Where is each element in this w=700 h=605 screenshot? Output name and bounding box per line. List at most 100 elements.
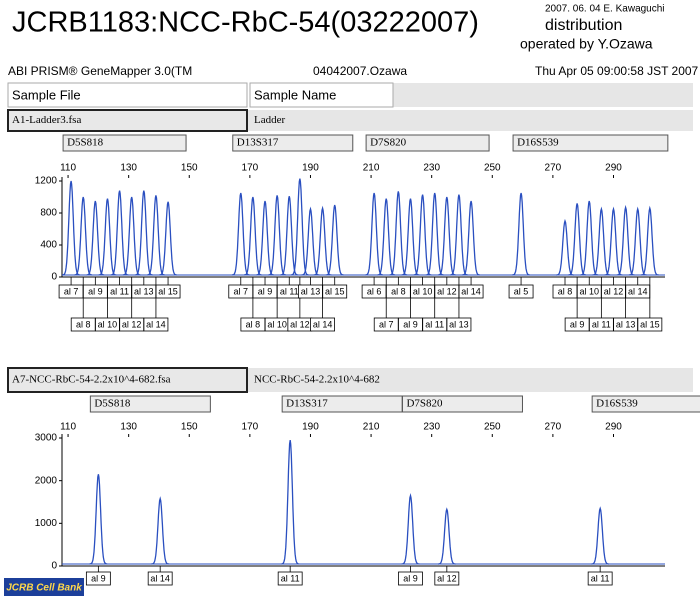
marker-name: D5S818 [94, 398, 131, 410]
peak [365, 192, 384, 276]
y-tick-label: 400 [40, 240, 57, 251]
peak [62, 180, 81, 276]
allele-box [277, 571, 303, 586]
logo: JCRB Cell Bank [6, 583, 82, 594]
allele-label: al 11 [592, 319, 611, 329]
marker-box [591, 395, 700, 413]
y-tick-label: 1000 [35, 518, 58, 529]
y-tick-label: 0 [51, 272, 57, 283]
header-bar [393, 83, 693, 107]
operator: operated by Y.Ozawa [520, 36, 653, 52]
allele-label: al 9 [258, 286, 273, 296]
subtitle: distribution [545, 17, 622, 34]
marker-name: D16S539 [517, 137, 559, 149]
row-bar [247, 368, 693, 392]
allele-label: al 14 [150, 573, 170, 583]
allele-label: al 10 [413, 286, 433, 296]
peak [437, 196, 456, 276]
timestamp: Thu Apr 05 09:00:58 JST 2007 [535, 64, 699, 78]
x-tick-label: 150 [181, 422, 198, 433]
sample-file: A1-Ladder3.fsa [12, 114, 81, 126]
peak [438, 507, 456, 565]
marker-name: D5S818 [67, 137, 104, 149]
allele-label: al 8 [391, 286, 406, 296]
allele-label: al 10 [98, 319, 118, 329]
sample-name: Ladder [254, 114, 285, 126]
x-tick-label: 250 [484, 163, 501, 174]
peak [122, 196, 141, 276]
peak [425, 192, 444, 276]
allele-box [322, 284, 348, 299]
peak [401, 198, 420, 276]
row-bar [247, 110, 693, 131]
marker-name: D13S317 [237, 137, 279, 149]
peak [74, 196, 93, 276]
allele-label: al 7 [379, 319, 394, 329]
peak [146, 195, 165, 276]
marker-name: D13S317 [286, 398, 328, 410]
allele-box [155, 284, 181, 299]
x-tick-label: 190 [302, 422, 319, 433]
marker-name: D7S820 [406, 398, 443, 410]
sample-name: NCC-RbC-54-2.2x10^4-682 [254, 374, 380, 386]
marker-box [512, 134, 669, 152]
title: JCRB1183:NCC-RbC-54(03222007) [12, 7, 479, 39]
software: ABI PRISM® GeneMapper 3.0(TM [8, 64, 192, 78]
allele-label: al 9 [91, 573, 106, 583]
allele-label: al 14 [146, 319, 166, 329]
x-tick-label: 110 [60, 163, 76, 174]
x-tick-label: 170 [242, 163, 259, 174]
marker-box [62, 134, 187, 152]
allele-label: al 9 [403, 319, 418, 329]
peak [616, 204, 635, 276]
allele-label: al 10 [267, 319, 287, 329]
peak [604, 206, 623, 276]
allele-box [85, 571, 111, 586]
peak [568, 203, 587, 276]
allele-label: al 15 [158, 286, 178, 296]
allele-label: al 11 [280, 286, 299, 296]
peak [151, 496, 170, 565]
date-author: 2007. 06. 04 E. Kawaguchi [545, 4, 665, 15]
allele-label: al 13 [134, 286, 154, 296]
run: 04042007.Ozawa [313, 64, 407, 78]
x-tick-label: 270 [545, 163, 562, 174]
y-tick-label: 3000 [35, 433, 58, 444]
peak [512, 192, 531, 276]
allele-box [587, 571, 613, 586]
allele-label: al 14 [628, 286, 648, 296]
peak [556, 218, 574, 276]
marker-box [365, 134, 490, 152]
allele-box [637, 317, 663, 332]
peak [243, 196, 262, 276]
allele-label: al 13 [616, 319, 636, 329]
y-tick-label: 1200 [35, 176, 58, 187]
peak [281, 439, 300, 565]
peak [159, 201, 178, 276]
peak [640, 205, 659, 276]
x-tick-label: 230 [423, 163, 440, 174]
peak [290, 178, 309, 276]
peak [628, 206, 647, 276]
peak [462, 200, 481, 276]
column-header: Sample File [12, 87, 81, 102]
peak [98, 198, 117, 276]
peak [86, 200, 105, 276]
y-tick-label: 800 [40, 208, 57, 219]
allele-label: al 12 [290, 319, 310, 329]
x-tick-label: 290 [605, 422, 622, 433]
peak [401, 493, 420, 565]
allele-label: al 10 [579, 286, 599, 296]
allele-label: al 6 [367, 286, 382, 296]
allele-box [458, 284, 484, 299]
allele-label: al 13 [301, 286, 321, 296]
marker-box [232, 134, 354, 152]
cell [7, 109, 248, 132]
peak [313, 205, 332, 276]
peak [591, 506, 609, 565]
peak [389, 191, 408, 276]
allele-label: al 8 [246, 319, 261, 329]
logo-box [4, 578, 84, 596]
allele-label: al 8 [76, 319, 91, 329]
